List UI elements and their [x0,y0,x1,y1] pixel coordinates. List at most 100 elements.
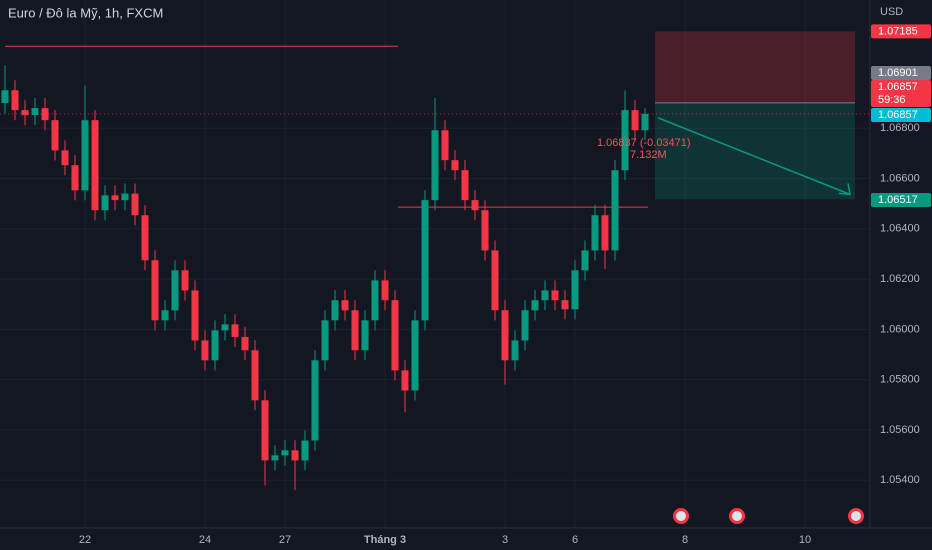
y-tick-label: 1.06600 [880,172,920,184]
candle-body [331,300,339,321]
candle-body [491,250,499,311]
candle-body [61,150,69,166]
stop-zone [655,31,855,103]
candle-body [601,215,609,251]
x-tick-label: 22 [79,534,91,546]
x-tick-label: Tháng 3 [364,534,406,546]
candle-body [641,113,649,131]
chart-title: Euro / Đô la Mỹ, 1h, FXCM [8,5,163,20]
price-label-box [871,108,931,122]
x-tick-label: 10 [799,534,811,546]
y-tick-label: 1.06000 [880,323,920,335]
candle-body [31,108,39,116]
candle-body [351,310,359,351]
candle-body [21,110,29,116]
price-label: 1.06901 [878,67,918,79]
candle-body [421,200,429,321]
candle-body [581,250,589,271]
price-label: 1.06517 [878,194,918,206]
price-label-box [871,66,931,80]
candle-body [161,310,169,321]
candle-body [371,280,379,321]
price-label: 1.06857 [878,109,918,121]
arrow [657,117,851,196]
candle-body [141,215,149,261]
candle-body [381,280,389,301]
candle-body [311,360,319,441]
candles [1,65,649,491]
candle-body [171,270,179,311]
candle-body [501,310,509,361]
candle-body [301,440,309,461]
candle-body [521,310,529,341]
tools [0,31,870,208]
candle-body [541,290,549,301]
candle-body [271,455,279,461]
candle-body [611,170,619,251]
candle-body [401,370,409,391]
event-icon-inner [676,511,686,521]
candle-body [181,270,189,291]
candle-body [81,120,89,191]
candle-body [221,324,229,331]
candle-body [471,200,479,211]
candle-body [261,400,269,461]
event-icons [673,508,864,524]
candle-body [361,320,369,351]
candle-body [111,195,119,201]
candle-body [1,90,9,104]
candle-body [251,350,259,401]
y-tick-label: 1.05400 [880,474,920,486]
candle-body [631,110,639,131]
candle-body [321,320,329,361]
annotation: 7.132M [630,149,667,161]
candle-body [451,160,459,171]
y-tick-label: 1.06800 [880,122,920,134]
candle-body [91,120,99,211]
candle-body [241,336,249,351]
candle-body [211,330,219,361]
candle-body [231,324,239,337]
candle-body [101,195,109,211]
candle-body [621,110,629,171]
price-label-box [871,193,931,207]
candle-body [481,210,489,251]
candle-body [121,193,129,201]
event-icon-inner [851,511,861,521]
candle-body [391,300,399,371]
candle-body [551,290,559,301]
candle-body [441,130,449,161]
candle-body [41,108,49,121]
price-label: 1.06857 [878,81,918,93]
candle-body [291,450,299,461]
candle-body [71,165,79,191]
candle-body [151,260,159,321]
x-tick-label: 24 [199,534,211,546]
candle-body [511,340,519,361]
candle-body [591,215,599,251]
price-label-box [871,24,931,39]
x-tick-label: 6 [572,534,578,546]
candle-body [431,130,439,201]
candle-body [191,290,199,341]
x-tick-label: 27 [279,534,291,546]
price-label: 1.07185 [878,25,918,37]
candle-body [51,120,59,151]
candle-body [461,170,469,201]
y-tick-label: 1.06400 [880,223,920,235]
candle-body [571,270,579,310]
candle-body [531,300,539,311]
candle-body [411,320,419,391]
price-label-box [871,80,931,107]
countdown: 59:36 [878,94,906,106]
candle-body [281,450,289,456]
x-tick-label: 8 [682,534,688,546]
x-tick-label: 3 [502,534,508,546]
currency: USD [880,6,903,18]
candle-body [11,90,19,111]
event-icon-inner [732,511,742,521]
y-tick-label: 1.06200 [880,273,920,285]
annotation: 1.06837 (-0.03471) [597,137,691,149]
